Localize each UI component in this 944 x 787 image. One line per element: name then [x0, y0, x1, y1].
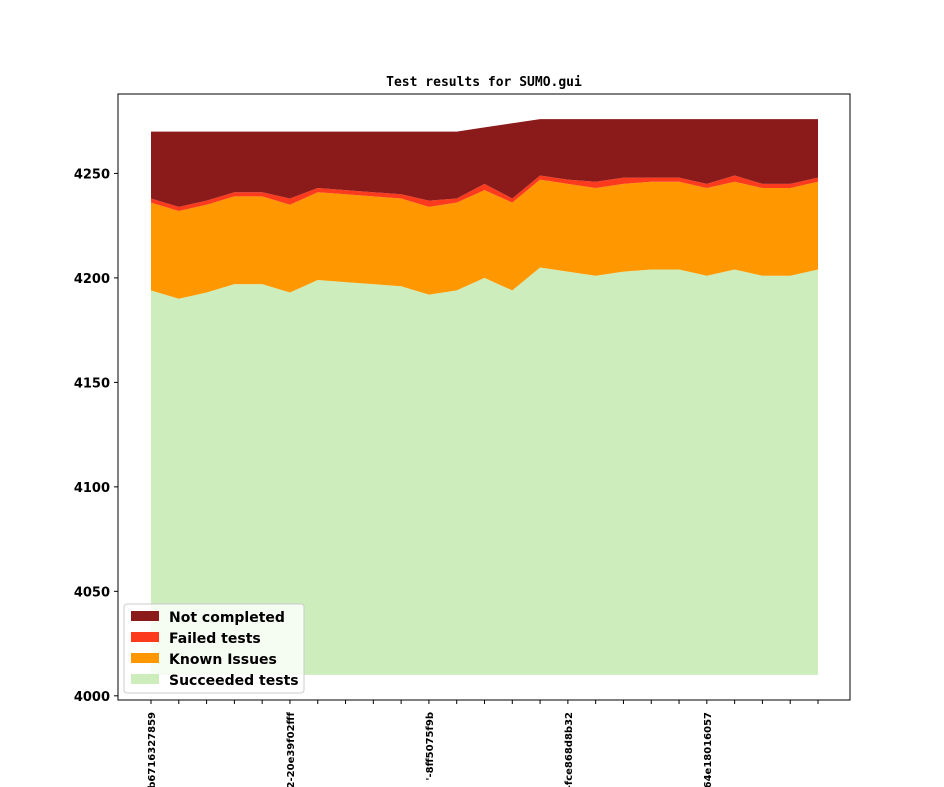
legend-box [123, 603, 305, 694]
legend-label-failed-tests: Failed tests [169, 631, 261, 647]
legend-swatch-failed-tests [131, 632, 159, 642]
legend-label-succeeded-tests: Succeeded tests [169, 673, 299, 689]
x-tick-label: '-8ff5075f9b [425, 712, 436, 781]
y-tick-label: 4000 [74, 690, 110, 705]
x-axis: b6716327859 2-20e39f02fff '-8ff5075f9b -fce… [147, 700, 819, 787]
y-axis: 4000 4050 4100 4150 4200 4250 [74, 167, 118, 705]
y-tick-label: 4100 [74, 481, 110, 496]
area-succeeded-tests [151, 267, 818, 675]
y-tick-label: 4200 [74, 272, 110, 287]
x-tick-label: 64e18016057 [703, 712, 714, 787]
y-tick-label: 4250 [74, 167, 110, 182]
area-layers [151, 119, 818, 675]
y-tick-label: 4150 [74, 376, 110, 391]
legend-swatch-not-completed [131, 611, 159, 621]
legend-label-known-issues: Known Issues [169, 652, 277, 668]
x-tick-label: 2-20e39f02fff [286, 711, 297, 787]
legend-label-not-completed: Not completed [169, 610, 285, 626]
chart-title: Test results for SUMO.gui [386, 75, 582, 90]
x-tick-label: -fce868d8b32 [564, 712, 575, 787]
y-tick-label: 4050 [74, 585, 110, 600]
legend-swatch-known-issues [131, 653, 159, 663]
legend-swatch-succeeded-tests [131, 674, 159, 684]
legend: Not completed Failed tests Known Issues Suc… [123, 603, 305, 694]
area-known-issues [151, 179, 818, 299]
area-not-completed [151, 119, 818, 207]
x-tick-label: b6716327859 [147, 712, 158, 787]
